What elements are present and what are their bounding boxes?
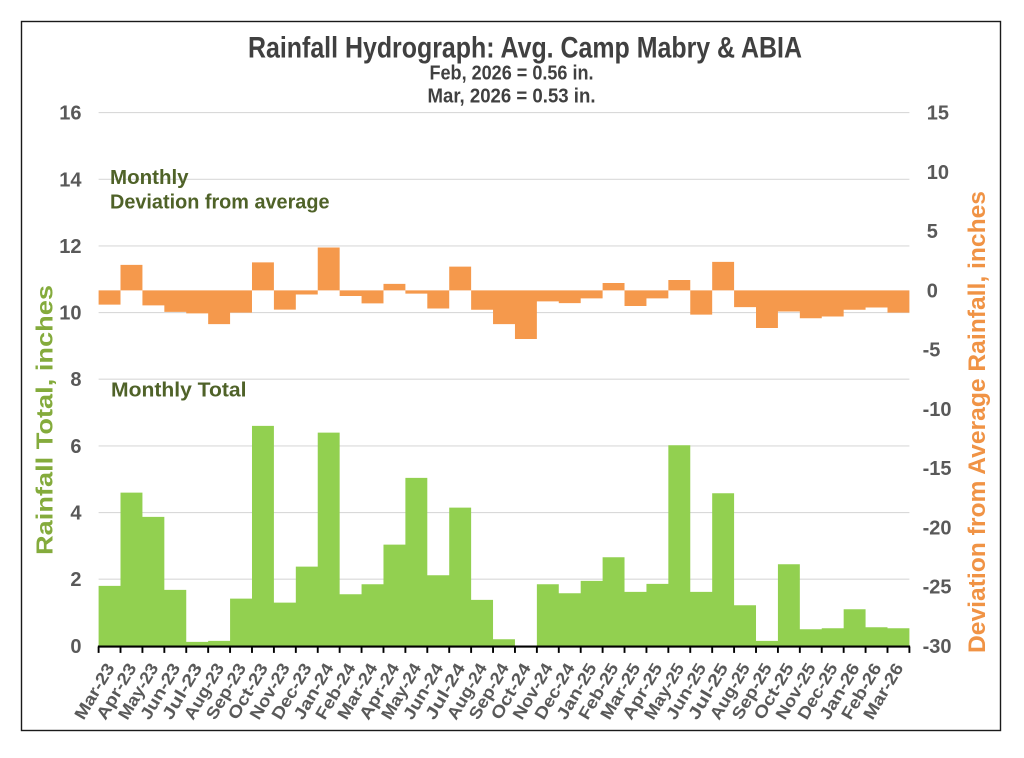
svg-text:-20: -20 [923,517,952,539]
svg-text:2: 2 [70,569,81,591]
svg-text:8: 8 [70,369,81,391]
svg-text:12: 12 [59,236,81,258]
svg-text:-5: -5 [923,340,941,362]
svg-text:15: 15 [927,103,949,125]
svg-text:5: 5 [927,221,938,243]
svg-text:-25: -25 [923,577,952,599]
svg-text:Feb, 2026 = 0.56 in.: Feb, 2026 = 0.56 in. [430,62,594,85]
svg-text:Deviation from average: Deviation from average [110,192,330,214]
svg-text:-15: -15 [923,458,952,480]
svg-text:0: 0 [927,280,938,302]
svg-text:Rainfall Hydrograph: Avg. Camp: Rainfall Hydrograph: Avg. Camp Mabry & A… [248,32,802,65]
svg-text:4: 4 [70,503,82,525]
svg-text:Monthly: Monthly [110,166,189,189]
svg-text:Mar, 2026 = 0.53 in.: Mar, 2026 = 0.53 in. [428,85,596,108]
svg-text:Deviation from Average Rainfal: Deviation from Average Rainfall, inches [964,191,991,653]
svg-text:16: 16 [59,103,81,125]
svg-text:0: 0 [70,636,81,658]
svg-text:Rainfall Total, inches: Rainfall Total, inches [32,285,58,555]
svg-text:10: 10 [927,162,949,184]
svg-text:14: 14 [59,169,82,191]
svg-text:Monthly Total: Monthly Total [111,379,247,402]
svg-text:6: 6 [70,436,81,458]
svg-text:-30: -30 [923,636,952,658]
svg-text:-10: -10 [923,399,952,421]
svg-text:10: 10 [59,303,81,325]
